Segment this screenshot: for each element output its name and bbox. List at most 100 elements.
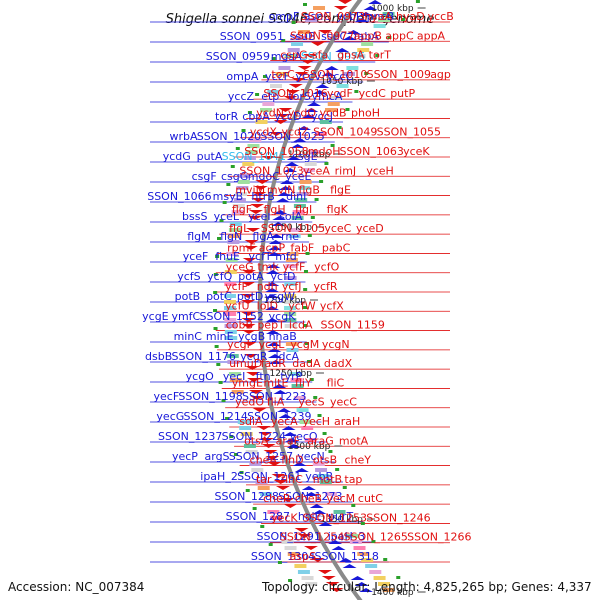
feature-marker [255, 93, 260, 96]
feature-bar [294, 36, 307, 40]
gene-label-cbpa: cbpA [242, 110, 270, 123]
feature-bar [312, 462, 325, 466]
reverse-gene-arrow [283, 432, 298, 436]
gene-label-ssuc: ssuC [321, 30, 347, 43]
forward-gene-arrow [241, 270, 256, 274]
feature-marker [281, 39, 286, 42]
gene-label-ycfj: ycfJ [282, 280, 302, 293]
gene-label-ndh: ndh [257, 280, 278, 293]
gene-label-tort: torT [369, 49, 392, 62]
feature-marker [324, 162, 329, 165]
gene-label-sson-1058: SSON_1058 [244, 145, 308, 158]
backbone-circle [258, 0, 363, 600]
gene-label-chey: cheY [344, 454, 371, 467]
gene-label-sson-1063: SSON_1063 [339, 145, 403, 158]
reverse-gene-arrow [292, 462, 307, 466]
reverse-gene-arrow [321, 72, 336, 76]
forward-gene-arrow [247, 216, 262, 220]
reverse-gene-arrow [265, 330, 280, 334]
feature-marker [218, 381, 223, 384]
feature-marker [306, 360, 311, 363]
reverse-gene-arrow [368, 0, 383, 4]
gene-label-wrba: wrbA [170, 130, 199, 143]
reverse-gene-arrow [335, 48, 350, 52]
gene-label-asnc: asnC [304, 10, 331, 23]
feature-marker [364, 72, 369, 75]
gene-label-yedo: yedO [235, 396, 264, 409]
forward-gene-arrow [310, 558, 325, 562]
scale-tick: 1350 kbp [320, 515, 375, 525]
feature-marker [345, 108, 350, 111]
feature-bar [229, 378, 242, 382]
scale-tick-label: 1050 kbp [320, 77, 363, 87]
reverse-gene-arrow [267, 348, 282, 352]
reverse-gene-arrow [294, 468, 309, 472]
gene-label-ycgk: ycgK [269, 310, 297, 323]
forward-gene-arrow [297, 534, 312, 538]
reverse-gene-arrow [306, 102, 321, 106]
gene-label-ymca: ymcA [312, 90, 343, 103]
scale-tick: 1200 kbp [264, 296, 318, 306]
forward-gene-arrow [275, 486, 290, 490]
forward-gene-arrow [241, 330, 256, 334]
feature-bar [231, 210, 244, 214]
gene-label-ipah-2: ipaH_2 [200, 470, 238, 483]
feature-bar [301, 576, 314, 580]
forward-gene-arrow [273, 480, 288, 484]
forward-gene-arrow [242, 342, 257, 346]
gene-label-agp: agp [430, 68, 451, 81]
gene-label-sson-0976: SSON_0976 [301, 50, 365, 63]
gene-label-ycgl: ycgL [259, 338, 286, 351]
feature-bar [290, 378, 303, 382]
feature-bar [227, 360, 240, 364]
feature-marker [221, 399, 226, 402]
reverse-gene-arrow [272, 216, 287, 220]
gene-label-tap: tap [344, 473, 362, 486]
reverse-gene-arrow [268, 360, 283, 364]
gene-label-flgm: flgM [187, 230, 210, 243]
feature-bar [231, 390, 244, 394]
gene-label-sson-1318: SSON_1318 [314, 550, 378, 563]
gene-label-mvin: mviN [267, 184, 296, 197]
feature-bar [369, 570, 382, 574]
gene-label-flhc: flhC [281, 473, 303, 486]
feature-bar [224, 330, 237, 334]
feature-bar [232, 204, 245, 208]
gene-label-minc: minC [174, 330, 203, 343]
feature-bar [286, 348, 299, 352]
gene-label-fliy: fliY [295, 376, 312, 389]
reverse-gene-arrow [350, 576, 365, 580]
feature-bar [278, 66, 291, 70]
forward-gene-arrow [321, 576, 336, 580]
reverse-gene-arrow [324, 66, 339, 70]
scale-tick-label: 1300 kbp [288, 442, 331, 452]
gene-label-yeci: yecI [223, 370, 246, 383]
feature-marker [310, 216, 315, 219]
gene-label-ycfr: ycfR [313, 280, 337, 293]
feature-marker [222, 201, 227, 204]
feature-bar [284, 546, 297, 550]
gene-label-sson-1010: SSON_1010 [303, 68, 367, 81]
forward-gene-arrow [244, 240, 259, 244]
feature-bar [225, 258, 238, 262]
reverse-gene-arrow [331, 546, 346, 550]
reverse-gene-arrow [266, 264, 281, 268]
forward-gene-arrow [273, 120, 288, 124]
gene-label-ompa: ompA [226, 70, 258, 83]
reverse-gene-arrow [271, 222, 286, 226]
gene-label-appc: appC [385, 29, 414, 42]
gene-label-ycdb: ycdB [319, 106, 346, 119]
feature-marker [268, 543, 273, 546]
forward-gene-arrow [333, 6, 348, 10]
gene-label-yccz: yccZ [228, 90, 255, 103]
gene-label-sson-1224: SSON_1224 [222, 430, 286, 443]
feature-bar [293, 396, 306, 400]
feature-bar [291, 384, 304, 388]
gene-label-ycfq: ycfQ [207, 270, 232, 283]
scale-ticks: 1000 kbp 1050 kbp 1100 kbp 1150 kbp 1200 kbp… [264, 4, 426, 598]
forward-gene-arrow [242, 258, 257, 262]
gene-label-sson-1287: SSON_1287 [226, 510, 290, 523]
feature-bar [224, 294, 237, 298]
feature-marker [291, 21, 296, 24]
